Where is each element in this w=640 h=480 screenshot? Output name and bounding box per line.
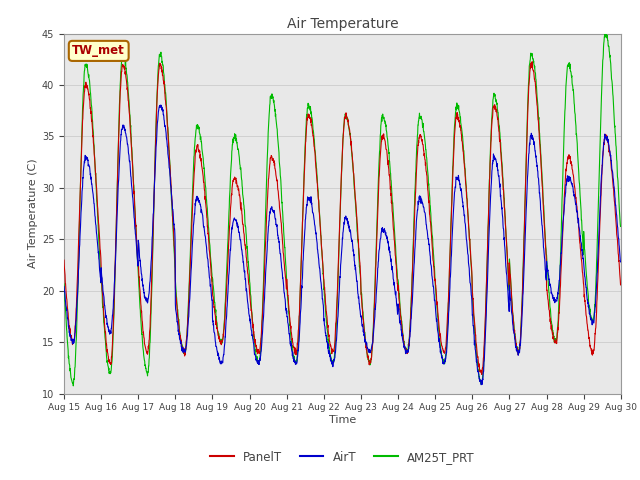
Text: TW_met: TW_met — [72, 44, 125, 58]
Y-axis label: Air Temperature (C): Air Temperature (C) — [28, 159, 38, 268]
Legend: PanelT, AirT, AM25T_PRT: PanelT, AirT, AM25T_PRT — [205, 446, 479, 469]
Title: Air Temperature: Air Temperature — [287, 17, 398, 31]
X-axis label: Time: Time — [329, 415, 356, 425]
